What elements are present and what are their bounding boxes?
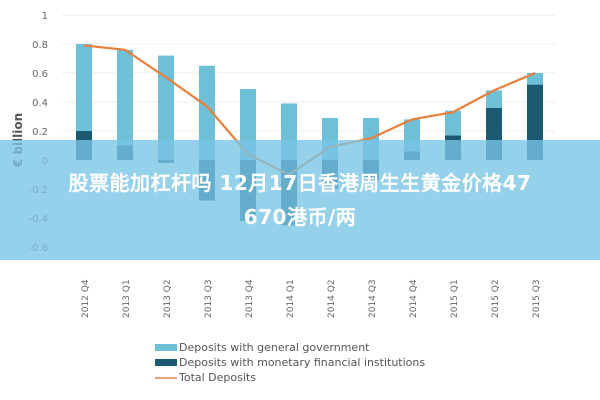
- y-tick-label: 1: [42, 11, 48, 22]
- x-tick-label: 2014 Q1: [286, 279, 296, 318]
- banner-line-2: 670港币/两: [243, 205, 357, 229]
- x-tick-label: 2015 Q2: [491, 279, 501, 318]
- legend-item-mfi: Deposits with monetary financial institu…: [155, 355, 425, 370]
- bar-segment-government: [445, 110, 461, 136]
- bar-segment-government: [117, 49, 133, 146]
- legend-swatch-light-blue: [155, 344, 177, 351]
- legend-swatch-dark-blue: [155, 359, 177, 366]
- bar-segment-government: [76, 44, 92, 131]
- x-tick-label: 2014 Q3: [368, 279, 378, 318]
- bar-segment-government: [158, 55, 174, 160]
- x-tick-label: 2014 Q4: [409, 279, 419, 318]
- x-tick-label: 2013 Q3: [204, 279, 214, 318]
- x-axis-ticks: 2012 Q4 2013 Q1 2013 Q2 2013 Q3 2013 Q4 2014 …: [81, 279, 542, 318]
- legend-label: Deposits with monetary financial institu…: [179, 356, 426, 369]
- chart-legend: Deposits with general government Deposit…: [155, 340, 425, 385]
- bar-segment-government: [527, 73, 543, 85]
- x-tick-label: 2013 Q4: [245, 279, 255, 318]
- x-tick-label: 2015 Q1: [450, 279, 460, 318]
- bar-segment-government: [486, 90, 502, 108]
- x-tick-label: 2012 Q4: [81, 279, 91, 318]
- overlay-banner: 股票能加杠杆吗 12月17日香港周生生黄金价格47 670港币/两: [0, 140, 600, 260]
- legend-item-total: Total Deposits: [155, 370, 425, 385]
- legend-label: Total Deposits: [179, 371, 256, 384]
- banner-text: 股票能加杠杆吗 12月17日香港周生生黄金价格47 670港币/两: [5, 166, 595, 234]
- legend-item-general-government: Deposits with general government: [155, 340, 425, 355]
- y-tick-label: 0.8: [32, 40, 48, 51]
- banner-line-1: 股票能加杠杆吗 12月17日香港周生生黄金价格47: [68, 171, 532, 195]
- y-tick-label: 0.2: [32, 127, 48, 138]
- x-tick-label: 2013 Q2: [163, 279, 173, 318]
- x-tick-label: 2014 Q2: [327, 279, 337, 318]
- legend-swatch-orange-line: [155, 376, 177, 379]
- y-tick-label: 0.6: [32, 69, 48, 80]
- bar-segment-government: [199, 65, 215, 160]
- x-tick-label: 2015 Q3: [532, 279, 542, 318]
- legend-label: Deposits with general government: [179, 341, 370, 354]
- y-tick-label: 0.4: [32, 98, 48, 109]
- x-tick-label: 2013 Q1: [122, 279, 132, 318]
